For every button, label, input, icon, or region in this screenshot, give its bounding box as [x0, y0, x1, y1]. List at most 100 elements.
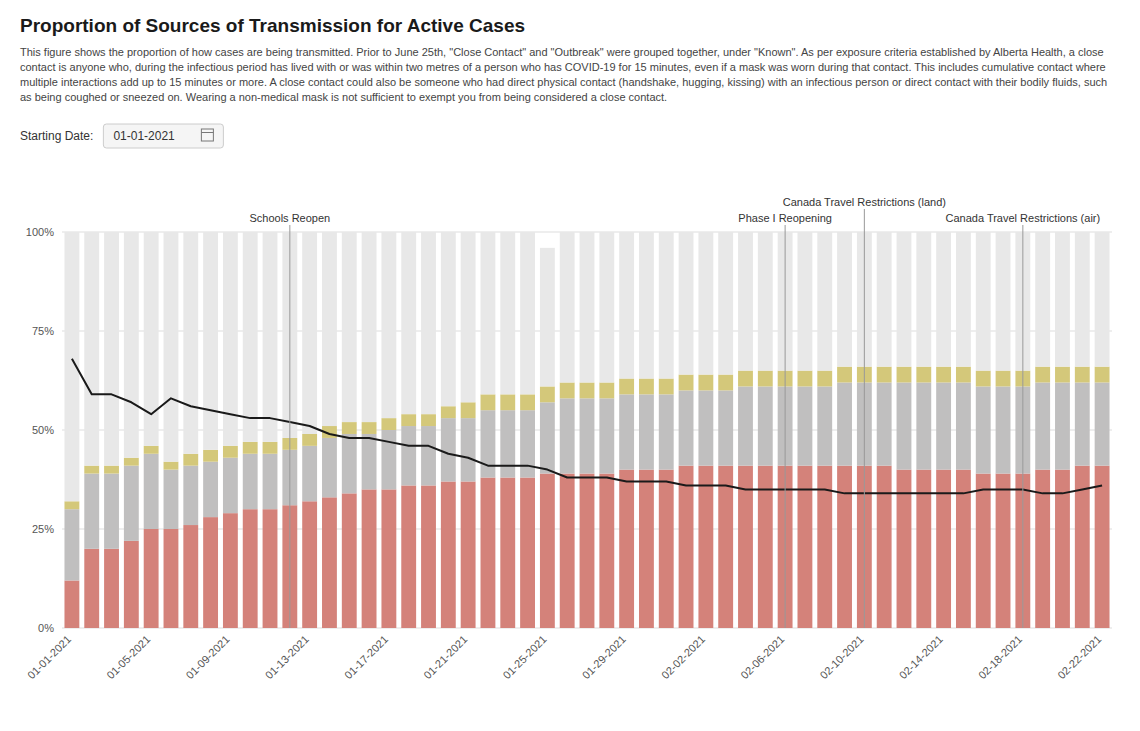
bar: [698, 232, 713, 375]
bar: [104, 466, 119, 474]
bar: [738, 371, 753, 387]
bar: [837, 232, 852, 367]
date-value: 01-01-2021: [113, 129, 175, 143]
bar: [263, 442, 278, 454]
event-line: [785, 225, 786, 628]
bar: [956, 232, 971, 367]
x-tick-label: 02-10-2021: [817, 633, 865, 681]
bar: [322, 497, 337, 628]
bar: [500, 410, 515, 477]
bar: [481, 478, 496, 628]
bar: [976, 474, 991, 628]
bar: [698, 466, 713, 628]
bar: [758, 386, 773, 465]
chart: Proportion of Sources of Transmission fo…: [0, 0, 1140, 731]
bar: [263, 232, 278, 442]
bar: [936, 232, 951, 367]
bar: [124, 466, 139, 541]
bar: [976, 386, 991, 473]
bar: [461, 481, 476, 628]
bar: [996, 386, 1011, 473]
bar: [560, 232, 575, 382]
bar: [1035, 367, 1050, 383]
calendar-icon: [201, 129, 213, 141]
bar: [698, 375, 713, 391]
bar: [401, 426, 416, 485]
bar: [203, 450, 218, 462]
bar: [421, 485, 436, 628]
bar: [837, 382, 852, 465]
bar: [164, 232, 179, 462]
bar: [580, 474, 595, 628]
bar: [381, 232, 396, 418]
bar: [738, 386, 753, 465]
x-axis: 01-01-202101-05-202101-09-202101-13-2021…: [25, 633, 1103, 681]
y-tick-label: 50%: [32, 424, 54, 436]
bar: [877, 466, 892, 628]
bar: [639, 470, 654, 628]
bar: [401, 485, 416, 628]
subtitle: multiple interactions add up to 15 minut…: [20, 76, 1107, 88]
bar: [183, 454, 198, 466]
bar: [877, 382, 892, 465]
bar: [342, 422, 357, 434]
bar: [381, 430, 396, 489]
bar: [203, 462, 218, 517]
bar: [1075, 232, 1090, 367]
bar: [84, 474, 99, 549]
bar: [956, 367, 971, 383]
bar: [124, 541, 139, 628]
bar: [540, 474, 555, 628]
bar: [659, 470, 674, 628]
bar: [124, 232, 139, 458]
bar: [758, 232, 773, 371]
bar: [956, 382, 971, 469]
bar: [1055, 232, 1070, 367]
date-box: [103, 124, 223, 148]
bar: [441, 481, 456, 628]
bar: [144, 454, 159, 529]
bar: [144, 529, 159, 628]
bar: [481, 394, 496, 410]
bar: [698, 390, 713, 465]
bar: [421, 414, 436, 426]
bar: [976, 371, 991, 387]
bar: [84, 466, 99, 474]
bar: [164, 529, 179, 628]
bar: [183, 466, 198, 525]
bar: [679, 466, 694, 628]
bar: [342, 493, 357, 628]
bar: [401, 232, 416, 414]
bar: [500, 232, 515, 394]
x-tick-label: 01-05-2021: [104, 633, 152, 681]
y-tick-label: 0%: [38, 622, 54, 634]
bar: [362, 489, 377, 628]
calendar-icon-frame: [201, 129, 213, 141]
subtitle: This figure shows the proportion of how …: [20, 46, 1104, 58]
x-tick-label: 01-17-2021: [342, 633, 390, 681]
plot-area: [64, 232, 1109, 628]
bar: [1095, 466, 1110, 628]
date-label: Starting Date:: [20, 129, 93, 143]
bar-series: [64, 367, 1109, 510]
bar: [1095, 382, 1110, 465]
bar: [897, 382, 912, 469]
x-tick-label: 01-25-2021: [501, 633, 549, 681]
bar: [302, 446, 317, 501]
bar: [1055, 367, 1070, 383]
grid: [62, 232, 1112, 628]
bar: [916, 367, 931, 383]
line: [72, 359, 1102, 494]
x-tick-label: 01-13-2021: [263, 633, 311, 681]
bar: [1035, 382, 1050, 469]
bar: [164, 462, 179, 470]
x-tick-label: 01-29-2021: [580, 633, 628, 681]
bar: [639, 379, 654, 395]
bar: [916, 232, 931, 367]
bar: [540, 402, 555, 473]
bar: [659, 394, 674, 469]
bar: [599, 398, 614, 473]
bar: [1095, 232, 1110, 367]
bar: [639, 394, 654, 469]
bar: [897, 232, 912, 367]
